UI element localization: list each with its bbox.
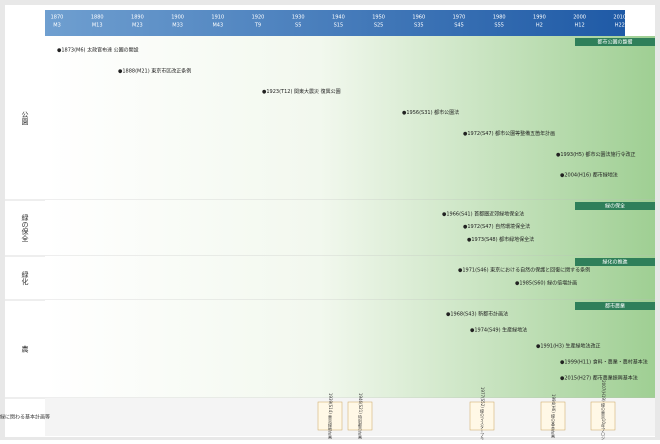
era: M13 xyxy=(92,23,103,29)
era: S25 xyxy=(374,23,384,29)
event: ●1956(S31) 都市公園法 xyxy=(402,109,459,116)
year: 1920 xyxy=(252,15,265,21)
plan-box xyxy=(540,401,566,431)
plan: 1946(S21) 特別都市計画 xyxy=(358,393,363,440)
section-tag: 緑の保全 xyxy=(605,203,625,210)
section-bg xyxy=(45,36,655,200)
section-tag: 都市農業 xyxy=(605,303,625,310)
era: S5 xyxy=(295,23,301,29)
era: S55 xyxy=(494,23,504,29)
era: S15 xyxy=(334,23,344,29)
year: 1900 xyxy=(171,15,184,21)
event: ●1888(M21) 東京市区改正条例 xyxy=(118,67,191,74)
event: ●1966(S41) 首都圏近郊緑地保全法 xyxy=(442,211,524,218)
event: ●1873(M6) 太政官布達 公園の開設 xyxy=(57,47,139,54)
year: 1940 xyxy=(332,15,345,21)
section-label: 緑の保全 xyxy=(21,213,29,242)
year: 2010 xyxy=(613,15,626,21)
year: 1990 xyxy=(533,15,546,21)
section-label: 農 xyxy=(21,345,29,354)
event: ●1993(H5) 都市公園法施行令改正 xyxy=(556,151,636,158)
section-tag-bg xyxy=(575,258,655,266)
era: S35 xyxy=(414,23,424,29)
event: ●1985(S60) 緑の倍増計画 xyxy=(515,280,577,287)
year: 1880 xyxy=(91,15,104,21)
year: 1960 xyxy=(412,15,425,21)
era: H12 xyxy=(575,23,585,29)
year: 2000 xyxy=(573,15,586,21)
section-label: 公園 xyxy=(21,111,29,126)
event: ●1971(S46) 東京における自然の保護と回復に関する条例 xyxy=(458,267,590,274)
event: ●2004(H16) 都市緑地法 xyxy=(560,172,618,179)
section-bg xyxy=(45,256,655,300)
event: ●1973(S48) 都市緑地保全法 xyxy=(467,236,534,243)
event: ●1972(S47) 自然環境保全法 xyxy=(463,223,530,230)
section-bg xyxy=(45,200,655,256)
year: 1970 xyxy=(453,15,466,21)
era: M3 xyxy=(53,23,61,29)
content: 1870 M3 1880 M13 1890 M23 1900 M33 1910 M43 1920 T9… xyxy=(0,15,655,444)
section-tag: 緑化の推進 xyxy=(602,259,627,266)
section-tag-bg xyxy=(575,202,655,210)
era: H22 xyxy=(615,23,625,29)
year: 1980 xyxy=(493,15,506,21)
plan: 1939(S14) 東京緑地計画 xyxy=(328,393,333,440)
plan: 1977(S52) 緑のマスタープラン xyxy=(480,387,485,440)
event: ●2015(H27) 都市農業振興基本法 xyxy=(560,375,638,382)
year: 1950 xyxy=(372,15,385,21)
event: ●1974(S49) 生産緑地法 xyxy=(470,327,527,334)
plan-box xyxy=(347,401,373,431)
plan-box xyxy=(590,401,616,431)
event: ●1968(S43) 新都市計画法 xyxy=(446,311,508,318)
year: 1870 xyxy=(51,15,64,21)
era: M43 xyxy=(212,23,223,29)
section-label: 緑化 xyxy=(21,270,29,286)
section-tag-bg xyxy=(575,38,655,46)
plan-box xyxy=(469,401,495,431)
event: ●1972(S47) 都市公園等整備五箇年計画 xyxy=(463,130,555,137)
plan: 1994(H6) 緑の基本計画 xyxy=(551,394,556,439)
plan-box xyxy=(317,401,343,431)
section-tag-bg xyxy=(575,302,655,310)
plan: 2007(H19) 緑の東京10年プロジェクト xyxy=(601,380,606,440)
year: 1930 xyxy=(292,15,305,21)
era: T9 xyxy=(254,23,261,29)
year-header xyxy=(45,10,625,36)
section-tag: 都市公園の整備 xyxy=(597,39,632,46)
event: ●1999(H11) 食料・農業・農村基本法 xyxy=(560,359,648,366)
year: 1910 xyxy=(211,15,224,21)
era: M23 xyxy=(132,23,143,29)
section-bg xyxy=(45,300,655,398)
event: ●1991(H3) 生産緑地法改正 xyxy=(536,343,601,350)
era: S45 xyxy=(454,23,464,29)
era: H2 xyxy=(536,23,543,29)
plans-label: 緑に関わる基本計画等 xyxy=(0,414,50,421)
year: 1890 xyxy=(131,15,144,21)
era: M33 xyxy=(172,23,183,29)
event: ●1923(T12) 関東大震災 復興公園 xyxy=(262,88,341,95)
